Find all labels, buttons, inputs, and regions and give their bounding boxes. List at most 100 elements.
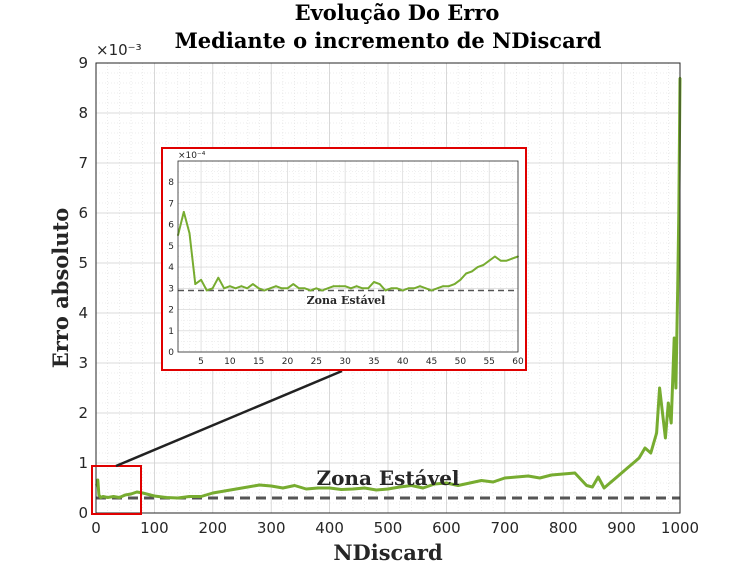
inset-data-point xyxy=(373,281,375,283)
inset-data-point xyxy=(419,285,421,288)
chart-title-line-2: Mediante o incremento de NDiscard xyxy=(175,28,602,53)
inset-data-point xyxy=(246,287,249,290)
inset-data-point xyxy=(205,289,208,292)
inset-data-point xyxy=(378,283,381,285)
inset-data-point xyxy=(367,287,370,290)
y-tick-label: 8 xyxy=(78,104,88,122)
stable-zone-label: Zona Estável xyxy=(316,466,459,490)
inset-y-tick-label: 0 xyxy=(168,348,174,358)
data-point xyxy=(234,487,238,491)
inset-data-point xyxy=(194,283,197,285)
data-point xyxy=(608,481,612,485)
inset-data-point xyxy=(401,289,404,292)
series-points xyxy=(95,76,682,500)
inset-data-point xyxy=(223,287,226,290)
data-point xyxy=(164,496,168,499)
x-tick-label: 700 xyxy=(490,519,519,537)
chart-title-line-1: Evolução Do Erro xyxy=(295,0,500,25)
data-point xyxy=(664,436,667,440)
data-point xyxy=(468,481,471,485)
x-tick-label: 200 xyxy=(198,519,227,537)
data-point xyxy=(626,466,629,470)
y-tick-label: 5 xyxy=(78,254,88,272)
inset-plot-frame xyxy=(177,160,519,353)
inset-x-tick-label: 10 xyxy=(224,357,236,367)
inset-x-tick-label: 5 xyxy=(198,357,204,367)
data-point xyxy=(188,495,191,498)
inset-data-point xyxy=(476,266,479,269)
data-point xyxy=(135,490,139,494)
y-tick-label: 9 xyxy=(78,54,88,72)
inset-x-tick-label: 15 xyxy=(253,357,264,367)
data-point xyxy=(99,496,102,499)
data-point xyxy=(211,491,214,495)
inset-data-point xyxy=(182,211,185,213)
inset-data-point xyxy=(303,287,306,290)
inset-data-point xyxy=(188,232,191,235)
data-point xyxy=(614,476,617,480)
inset-x-tick-label: 30 xyxy=(339,357,351,367)
inset-y-tick-label: 2 xyxy=(168,306,174,316)
x-tick-label: 0 xyxy=(91,519,101,537)
inset-data-point xyxy=(217,276,220,279)
data-point xyxy=(526,474,530,478)
inset-data-point xyxy=(407,287,410,290)
inset-data-point xyxy=(286,287,289,290)
data-point xyxy=(620,471,623,475)
x-tick-label: 300 xyxy=(257,519,286,537)
inset-data-point xyxy=(442,285,444,288)
inset-data-point xyxy=(292,283,295,285)
data-point xyxy=(602,486,606,490)
data-point xyxy=(456,484,460,487)
inset-data-point xyxy=(499,259,502,262)
inset-data-point xyxy=(326,287,329,290)
y-tick-label: 6 xyxy=(78,204,88,222)
inset-data-point xyxy=(436,287,439,290)
data-point xyxy=(328,486,331,490)
inset-data-point xyxy=(430,289,433,292)
inset-data-point xyxy=(252,283,254,285)
data-point xyxy=(351,487,355,491)
data-point xyxy=(129,492,133,496)
x-tick-label: 100 xyxy=(140,519,169,537)
inset-data-point xyxy=(338,285,341,288)
data-point xyxy=(375,488,378,492)
y-tick-label: 0 xyxy=(78,504,88,522)
y-tick-label: 1 xyxy=(78,454,88,472)
inset-data-point xyxy=(234,287,237,290)
data-point xyxy=(124,493,127,497)
y-exponent-label: ×10⁻³ xyxy=(96,41,142,59)
data-point xyxy=(649,451,652,455)
inset-data-point xyxy=(298,287,300,290)
data-point xyxy=(97,493,101,497)
data-point xyxy=(676,286,679,290)
y-tick-label: 4 xyxy=(78,304,88,322)
data-point xyxy=(658,386,661,390)
inset-y-tick-label: 5 xyxy=(168,242,174,252)
data-point xyxy=(674,386,678,390)
y-tick-label: 7 xyxy=(78,154,88,172)
inset-stable-zone-label: Zona Estável xyxy=(307,294,386,307)
inset-data-point xyxy=(459,278,462,281)
data-point xyxy=(118,496,121,499)
data-point xyxy=(550,473,553,477)
data-point xyxy=(661,411,664,415)
data-point xyxy=(101,495,105,498)
inset-data-point xyxy=(355,285,358,288)
inset-y-tick-labels: 0 1 2 3 4 5 6 7 8 xyxy=(168,178,174,358)
data-point xyxy=(433,482,436,486)
inset-y-tick-label: 7 xyxy=(168,199,174,209)
x-tick-label: 600 xyxy=(432,519,461,537)
inset-y-tick-label: 1 xyxy=(168,327,174,337)
inset-series-points xyxy=(177,211,519,292)
inset-data-point xyxy=(384,289,387,292)
inset-data-point xyxy=(482,264,485,266)
y-tick-labels: 0 1 2 3 4 5 6 7 8 9 xyxy=(78,54,88,522)
inset-data-point xyxy=(275,285,277,288)
data-point xyxy=(305,487,308,491)
inset-data-point xyxy=(321,289,323,292)
data-point xyxy=(667,401,670,405)
data-point xyxy=(677,211,681,215)
data-point xyxy=(112,495,115,498)
inset-x-tick-label: 40 xyxy=(397,357,409,367)
